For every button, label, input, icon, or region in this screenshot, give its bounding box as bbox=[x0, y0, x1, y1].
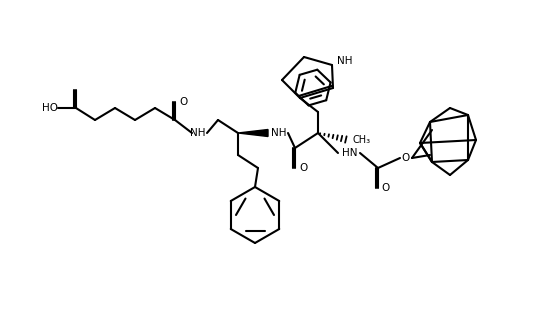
Text: NH: NH bbox=[337, 56, 353, 66]
Text: O: O bbox=[299, 163, 307, 173]
Text: O: O bbox=[382, 183, 390, 193]
Text: HN: HN bbox=[342, 148, 358, 158]
Text: CH₃: CH₃ bbox=[353, 135, 371, 145]
Text: O: O bbox=[179, 97, 187, 107]
Polygon shape bbox=[238, 129, 268, 137]
Text: NH: NH bbox=[190, 128, 206, 138]
Text: HO: HO bbox=[42, 103, 58, 113]
Text: O: O bbox=[402, 153, 410, 163]
Text: NH: NH bbox=[271, 128, 287, 138]
